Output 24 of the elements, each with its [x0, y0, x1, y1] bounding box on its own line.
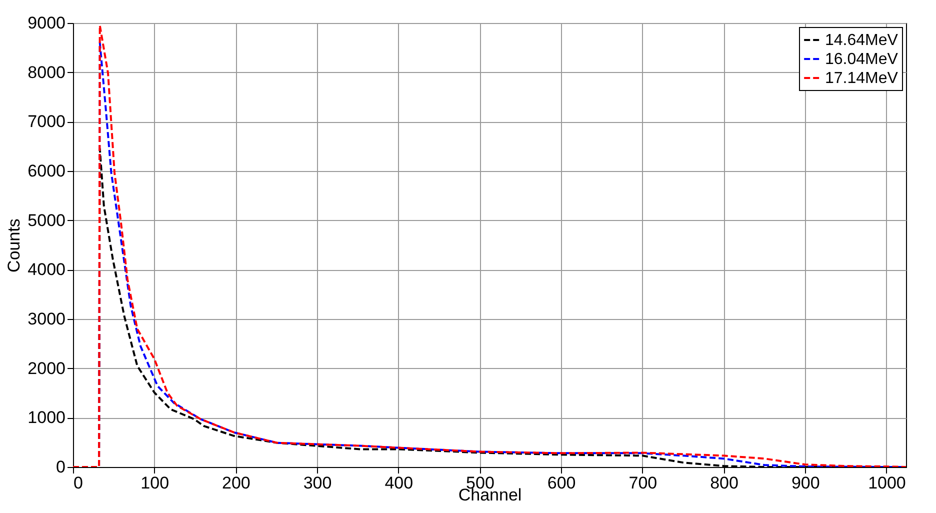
y-tick-label: 9000	[28, 14, 66, 32]
legend-label: 16.04MeV	[825, 51, 898, 68]
x-tick-label: 800	[710, 474, 738, 492]
x-tick-label: 700	[628, 474, 658, 492]
legend-label: 17.14MeV	[825, 70, 898, 87]
y-tick-label: 2000	[28, 358, 66, 378]
x-tick-label: 400	[384, 474, 414, 492]
x-tick-label: 0	[74, 474, 83, 492]
x-tick-label: 900	[791, 474, 820, 492]
y-tick-label: 4000	[28, 260, 66, 280]
y-tick-label: 6000	[28, 162, 66, 180]
y-tick-label: 7000	[28, 112, 66, 132]
x-tick-label: 300	[303, 474, 332, 492]
y-axis-title: Counts	[4, 218, 24, 272]
x-tick-label: 600	[547, 474, 576, 492]
x-tick-label: 200	[222, 474, 250, 492]
y-tick-label: 5000	[28, 210, 66, 230]
y-tick-label: 0	[56, 458, 66, 476]
x-tick-label: 100	[140, 474, 170, 492]
y-tick-label: 8000	[28, 62, 66, 82]
y-tick-label: 3000	[28, 310, 66, 328]
legend-label: 14.64MeV	[825, 32, 898, 49]
x-tick-label: 1000	[868, 474, 906, 492]
y-tick-label: 1000	[28, 408, 66, 428]
